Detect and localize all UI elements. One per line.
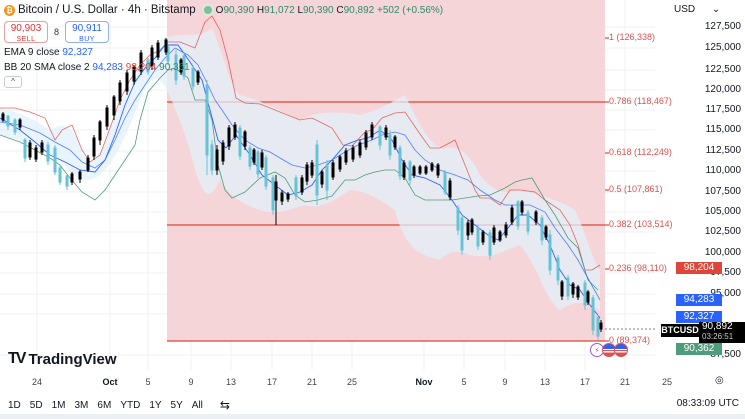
range-5d[interactable]: 5D: [29, 399, 43, 411]
fib-level-0786: 0.786 (118,467): [609, 96, 672, 106]
bollinger-upper-band: [0, 15, 601, 271]
bb-lower-price-tag: 90,362: [676, 343, 722, 355]
range-5y[interactable]: 5Y: [170, 399, 183, 411]
chevron-down-icon: ⌄: [711, 4, 721, 15]
ohlc-values: O90,390 H91,072 L90,390 C90,892 +502 (+0…: [215, 4, 444, 16]
candlestick-series[interactable]: [1, 38, 603, 340]
bb-upper-price-tag: 98,204: [676, 262, 722, 274]
fib-level-0382: 0.382 (103,514): [609, 219, 673, 229]
range-3m[interactable]: 3M: [74, 399, 89, 411]
fib-level-0236: 0.236 (98,110): [609, 263, 667, 273]
range-6m[interactable]: 6M: [97, 399, 112, 411]
symbol-title[interactable]: Bitcoin / U.S. Dollar · 4h · Bitstamp: [18, 4, 196, 16]
bollinger-lower-band: [0, 67, 599, 291]
economic-events[interactable]: ⚡: [590, 343, 628, 357]
last-price-tag: 90,892 03:26:51: [699, 322, 745, 343]
bid-ask-spread: 8: [54, 27, 60, 37]
chart-legend: ₿ Bitcoin / U.S. Dollar · 4h · Bitstamp …: [4, 2, 443, 88]
price-change: +502 (+0.56%): [376, 4, 444, 16]
ema-price-tag: 92,327: [676, 311, 722, 323]
bottom-border: [0, 414, 745, 419]
bitcoin-logo-icon: ₿: [4, 4, 15, 16]
ema-9-line: [0, 44, 601, 319]
range-1y[interactable]: 1Y: [149, 399, 162, 411]
sell-button[interactable]: 90,903 SELL: [4, 21, 48, 43]
collapse-legend-button[interactable]: ^: [4, 76, 22, 88]
us-flag-event-icon[interactable]: [614, 343, 628, 357]
indicator-bollinger-bands[interactable]: BB 20 SMA close 2 94,283 98,204 90,361: [4, 62, 190, 73]
fib-level-1: 1 (126,338): [609, 32, 656, 42]
fib-level-0: 0 (89,374): [609, 335, 651, 345]
bar-countdown: 03:26:51: [702, 332, 734, 341]
market-open-status-icon: [203, 6, 212, 14]
tradingview-mark-icon: TV: [8, 350, 27, 367]
date-range-bar: 1D 5D 1M 3M 6M YTD 1Y 5Y All ⇆: [8, 398, 239, 412]
fib-level-0618: 0.618 (112,249): [609, 147, 672, 157]
utc-clock[interactable]: 08:33:09 UTC: [676, 398, 739, 409]
compare-settings-icon[interactable]: ⇆: [219, 398, 230, 412]
chevron-up-icon: ^: [11, 77, 15, 86]
fib-level-05: 0.5 (107,861): [609, 184, 663, 194]
bollinger-band-fill: [0, 28, 600, 312]
range-ytd[interactable]: YTD: [120, 399, 141, 411]
range-1d[interactable]: 1D: [8, 399, 21, 411]
buy-button[interactable]: 90,911 BUY: [65, 21, 110, 43]
bb-basis-price-tag: 94,283: [676, 294, 722, 306]
indicator-ema-9[interactable]: EMA 9 close 92,327: [4, 47, 93, 58]
currency-selector[interactable]: USD ⌄: [674, 4, 721, 15]
range-1m[interactable]: 1M: [51, 399, 66, 411]
symbol-tag: BTCUSD: [661, 324, 699, 337]
go-to-realtime-icon[interactable]: ◎: [715, 375, 724, 386]
tradingview-logo[interactable]: TV TradingView: [8, 350, 117, 368]
bollinger-basis-line: [0, 47, 601, 301]
range-all[interactable]: All: [191, 399, 203, 411]
